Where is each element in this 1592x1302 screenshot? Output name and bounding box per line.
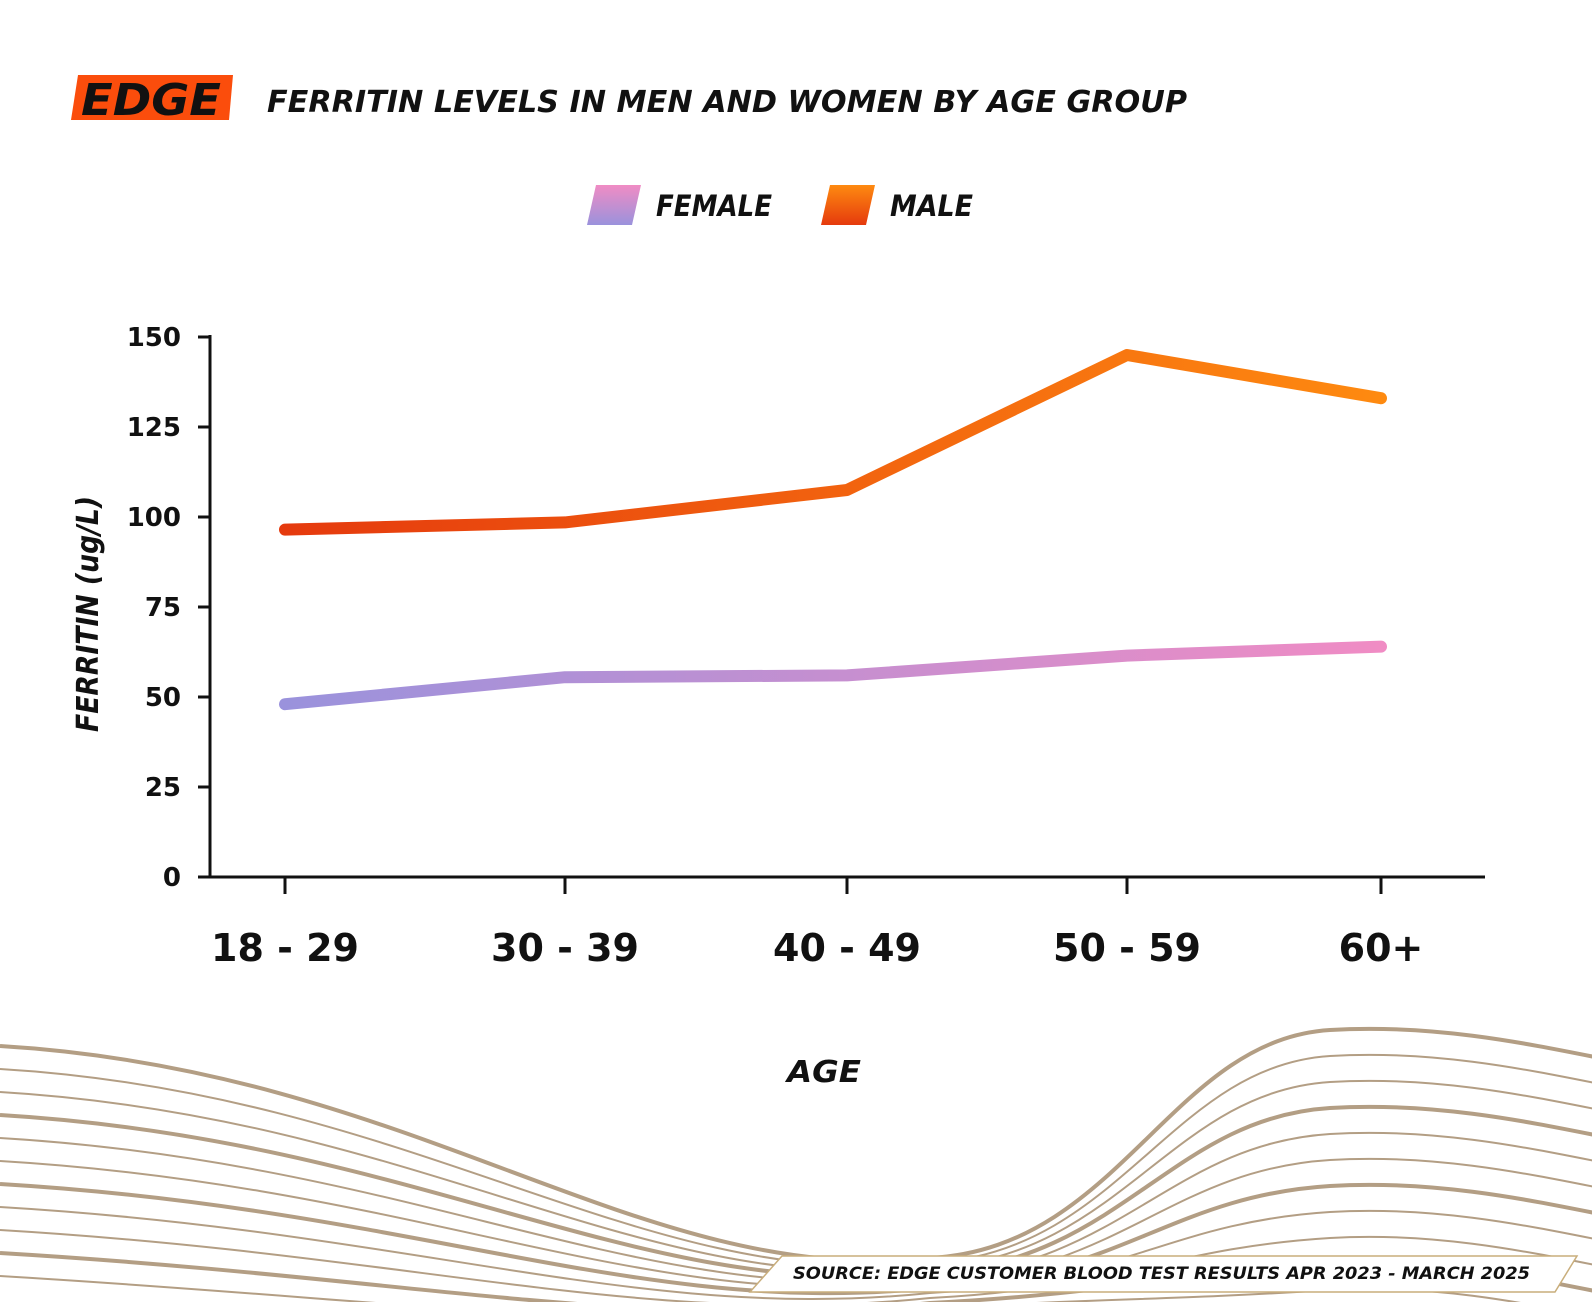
x-tick-label: 50 - 59	[1053, 926, 1201, 970]
series-line-female	[279, 640, 1387, 711]
legend-label-male: MALE	[890, 189, 973, 223]
y-tick-label: 150	[127, 323, 181, 353]
wave-line	[0, 1079, 1592, 1273]
chart-title: FERRITIN LEVELS IN MEN AND WOMEN BY AGE …	[267, 85, 1187, 120]
y-axis-ticks: 0 25 50 75 100 125 150	[127, 323, 210, 893]
x-axis-label: AGE	[785, 1055, 862, 1090]
y-tick-label: 25	[145, 773, 181, 803]
chart-series	[279, 349, 1387, 711]
legend: FEMALE MALE	[587, 185, 973, 225]
x-axis-ticks: 18 - 29 30 - 39 40 - 49 50 - 59 60+	[211, 877, 1423, 970]
x-tick-label: 60+	[1339, 926, 1424, 970]
x-tick-label: 18 - 29	[211, 926, 359, 970]
y-tick-label: 50	[145, 683, 181, 713]
wave-line	[0, 1026, 1592, 1263]
source-note-text: SOURCE: EDGE CUSTOMER BLOOD TEST RESULTS…	[793, 1264, 1530, 1283]
legend-swatch-female	[587, 185, 641, 225]
x-tick-label: 30 - 39	[491, 926, 639, 970]
y-tick-label: 0	[163, 863, 181, 893]
y-tick-label: 75	[145, 593, 181, 623]
wave-line	[0, 1053, 1592, 1268]
series-line-male	[279, 349, 1387, 536]
chart-axes	[198, 335, 1485, 879]
x-tick-label: 40 - 49	[773, 926, 921, 970]
y-tick-label: 125	[127, 413, 181, 443]
brand-logo-text: EDGE	[81, 75, 221, 126]
source-note-box	[748, 1255, 1579, 1293]
brand-logo-box	[71, 75, 233, 120]
source-note: SOURCE: EDGE CUSTOMER BLOOD TEST RESULTS…	[748, 1255, 1579, 1293]
brand-logo: EDGE	[71, 75, 233, 126]
y-tick-label: 100	[127, 503, 181, 533]
legend-swatch-male	[821, 185, 875, 225]
legend-label-female: FEMALE	[656, 189, 772, 223]
y-axis-label: FERRITIN (ug/L)	[71, 496, 106, 732]
